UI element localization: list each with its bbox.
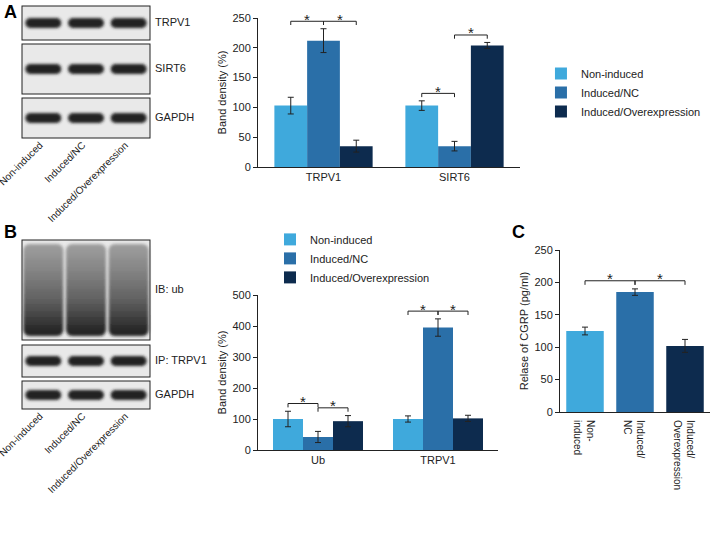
svg-text:250: 250: [534, 244, 552, 256]
svg-text:Induced/NC: Induced/NC: [310, 253, 368, 265]
svg-text:Ub: Ub: [311, 454, 325, 466]
svg-text:*: *: [330, 397, 336, 414]
svg-text:200: 200: [232, 382, 250, 394]
svg-text:100: 100: [232, 101, 250, 113]
svg-text:*: *: [304, 11, 310, 28]
svg-text:Non-induced: Non-induced: [0, 140, 45, 188]
svg-text:200: 200: [534, 276, 552, 288]
svg-text:200: 200: [232, 42, 250, 54]
svg-text:TRPV1: TRPV1: [306, 171, 341, 183]
svg-text:*: *: [450, 301, 456, 318]
svg-text:50: 50: [239, 131, 251, 143]
svg-text:*: *: [468, 24, 474, 41]
svg-text:Relase of CGRP (pg/ml): Relase of CGRP (pg/ml): [518, 272, 530, 390]
svg-text:Induced/Overexpression: Induced/Overexpression: [672, 420, 696, 490]
html-text:C: C: [512, 222, 525, 242]
svg-text:SIRT6: SIRT6: [439, 171, 470, 183]
svg-text:Non-induced: Non-induced: [310, 234, 372, 246]
svg-text:Induced/NC: Induced/NC: [622, 420, 646, 459]
svg-text:400: 400: [232, 320, 250, 332]
svg-text:Induced/Overexpression: Induced/Overexpression: [46, 140, 130, 224]
svg-text:Non-induced: Non-induced: [572, 420, 596, 455]
svg-text:TRPV1: TRPV1: [420, 454, 455, 466]
svg-text:*: *: [657, 270, 663, 287]
svg-text:50: 50: [541, 373, 553, 385]
svg-text:*: *: [337, 11, 343, 28]
svg-text:0: 0: [245, 161, 251, 173]
svg-text:*: *: [300, 393, 306, 410]
svg-text:*: *: [420, 301, 426, 318]
svg-text:250: 250: [232, 12, 250, 24]
svg-text:0: 0: [547, 406, 553, 418]
svg-text:0: 0: [245, 444, 251, 456]
svg-text:IB: ub: IB: ub: [155, 283, 184, 295]
svg-text:Induced/NC: Induced/NC: [42, 411, 87, 456]
svg-text:100: 100: [534, 341, 552, 353]
html-text:A: A: [4, 2, 17, 22]
svg-text:Band density (%): Band density (%): [216, 51, 228, 135]
svg-text:Induced/NC: Induced/NC: [581, 87, 639, 99]
svg-text:*: *: [435, 83, 441, 100]
svg-text:SIRT6: SIRT6: [155, 62, 186, 74]
svg-text:500: 500: [232, 289, 250, 301]
svg-text:TRPV1: TRPV1: [155, 16, 190, 28]
svg-text:Induced/Overexpression: Induced/Overexpression: [310, 272, 429, 284]
svg-text:100: 100: [232, 413, 250, 425]
svg-text:*: *: [607, 270, 613, 287]
svg-text:Induced/NC: Induced/NC: [42, 140, 87, 185]
svg-text:IP: TRPV1: IP: TRPV1: [155, 354, 207, 366]
svg-text:150: 150: [534, 309, 552, 321]
svg-text:GAPDH: GAPDH: [155, 111, 194, 123]
svg-text:Non-induced: Non-induced: [581, 68, 643, 80]
svg-text:Induced/Overexpression: Induced/Overexpression: [46, 411, 130, 495]
svg-text:Band density (%): Band density (%): [216, 331, 228, 415]
svg-text:GAPDH: GAPDH: [155, 388, 194, 400]
svg-text:300: 300: [232, 351, 250, 363]
svg-text:150: 150: [232, 71, 250, 83]
svg-text:Induced/Overexpression: Induced/Overexpression: [581, 106, 700, 118]
svg-text:Non-induced: Non-induced: [0, 411, 45, 459]
html-text:B: B: [4, 222, 17, 242]
